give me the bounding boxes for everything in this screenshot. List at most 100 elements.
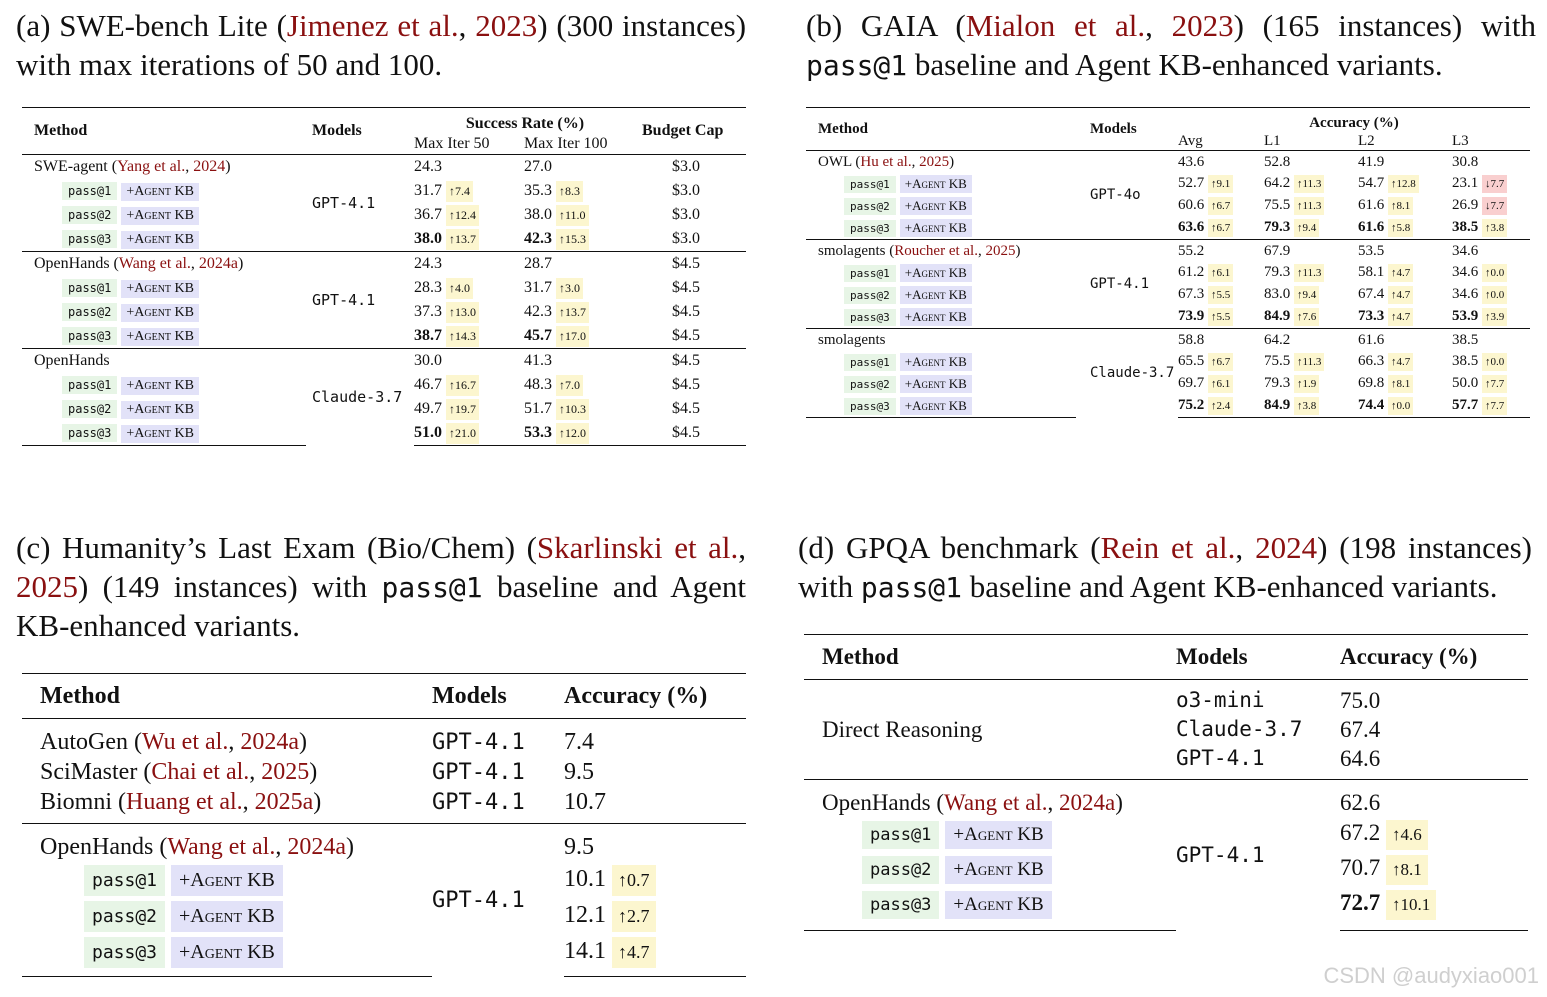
table-row: pass@1 +Agent KB 52.7 ↑9.1 64.2 ↑11.3 54.7 ↑…: [806, 173, 1530, 195]
score-value: 30.8: [1452, 153, 1479, 170]
citation-year-link[interactable]: 2025: [985, 242, 1016, 259]
citation-year-link[interactable]: 2023: [1171, 8, 1234, 43]
pass-label: pass@1: [84, 864, 166, 896]
score-value: 35.3: [524, 181, 552, 199]
score-value: 31.7: [524, 278, 552, 296]
delta-badge: ↑14.3: [446, 325, 479, 347]
citation-link[interactable]: Mialon et al.: [965, 8, 1146, 43]
delta-badge: ↑6.7: [1208, 197, 1234, 216]
score-value: 38.5: [1452, 331, 1479, 348]
citation-link[interactable]: Wang et al.: [167, 833, 276, 860]
score-value: 34.6: [1452, 242, 1479, 259]
table-row: pass@1 +Agent KB 10.1 ↑0.7: [22, 862, 746, 898]
citation-year-link[interactable]: 2025a: [254, 788, 314, 815]
agent-kb-label: +Agent KB: [899, 308, 972, 327]
citation-link[interactable]: Skarlinski et al.: [536, 530, 739, 565]
header-l2: L2: [1358, 132, 1375, 149]
citation-year-link[interactable]: 2024a: [287, 833, 346, 860]
citation-link[interactable]: Jimenez et al.: [286, 8, 459, 43]
citation-link[interactable]: Huang et al.: [126, 788, 243, 815]
delta-badge: ↑9.4: [1294, 219, 1320, 238]
delta-badge: ↑12.0: [556, 422, 589, 444]
table-row: pass@3 +Agent KB 51.0 ↑21.0 53.3 ↑12.0 $4.5: [22, 421, 746, 447]
method-name: SciMaster: [40, 758, 138, 785]
delta-badge: ↑0.0: [1388, 397, 1414, 416]
score-value: 73.9: [1178, 308, 1205, 325]
score-value: 79.3: [1264, 219, 1291, 236]
citation-year-link[interactable]: 2025: [261, 758, 310, 785]
score-value: 41.9: [1358, 153, 1385, 170]
header-max-iter-50: Max Iter 50: [414, 135, 490, 153]
table-row: SciMaster (Chai et al., 2025) GPT-4.1 9.5: [40, 758, 594, 786]
method-name: OpenHands: [40, 833, 154, 860]
citation-link[interactable]: Wu et al.: [141, 728, 229, 755]
delta-badge: ↑3.8: [1482, 219, 1508, 238]
table-row: pass@3 +Agent KB 75.2 ↑2.4 84.9 ↑3.8 74.4 ↑0…: [806, 395, 1530, 419]
delta-badge: ↓7.7: [1482, 197, 1508, 216]
citation-link[interactable]: Rein et al.: [1100, 530, 1236, 565]
citation-year-link[interactable]: 2024: [193, 158, 226, 176]
citation-year-link[interactable]: 2023: [475, 8, 538, 43]
delta-badge: ↑5.5: [1208, 286, 1234, 305]
table-row: OpenHands (Wang et al., 2024a) GPT-4.1 9.5: [22, 823, 746, 977]
method-name: OpenHands: [822, 789, 931, 815]
delta-badge: ↑21.0: [446, 422, 479, 444]
pass-label: pass@1: [844, 354, 896, 372]
accuracy-value: 67.2: [1340, 819, 1381, 845]
citation-year-link[interactable]: 2024: [1255, 530, 1318, 565]
accuracy-value: 75.0: [1340, 687, 1381, 713]
pass-label: pass@3: [84, 936, 166, 968]
accuracy-value: 10.7: [564, 788, 606, 815]
score-value: 69.7: [1178, 375, 1205, 392]
citation-link[interactable]: Chai et al.: [151, 758, 250, 785]
citation-year-link[interactable]: 2024a: [1059, 789, 1116, 815]
delta-badge: ↑11.3: [1294, 264, 1325, 283]
citation-year-link[interactable]: 2025: [919, 153, 950, 170]
score-value: 58.8: [1178, 331, 1205, 348]
method-name: smolagents: [818, 242, 886, 259]
score-value: 84.9: [1264, 397, 1291, 414]
agent-kb-label: +Agent KB: [945, 891, 1052, 920]
panel-b-caption: (b) GAIA (Mialon et al., 2023) (165 inst…: [806, 8, 1537, 83]
citation-link[interactable]: Wang et al.: [118, 255, 191, 273]
score-value: 55.2: [1178, 242, 1205, 259]
citation-link[interactable]: Wang et al.: [944, 789, 1048, 815]
score-value: 49.7: [414, 399, 442, 417]
delta-badge: ↑0.0: [1482, 353, 1508, 372]
agent-kb-label: +Agent KB: [121, 230, 199, 249]
budget-value: $4.5: [672, 424, 700, 442]
score-value: 83.0: [1264, 286, 1291, 303]
citation-year-link[interactable]: 2025: [16, 569, 78, 605]
model-name: GPT-4.1: [1176, 746, 1265, 771]
pass-label: pass@1: [62, 375, 118, 394]
agent-kb-label: +Agent KB: [121, 303, 199, 322]
pass-label: pass@3: [62, 326, 118, 345]
score-value: 26.9: [1452, 197, 1479, 214]
delta-badge: ↑6.7: [1208, 353, 1234, 372]
delta-badge: ↑13.7: [556, 301, 589, 323]
citation-year-link[interactable]: 2024a: [240, 728, 299, 755]
model-name: Claude-3.7: [1076, 328, 1178, 418]
pass-label: pass@3: [844, 220, 896, 238]
table-row: pass@2 +Agent KB 49.7 ↑19.7 51.7 ↑10.3 $4.5: [22, 397, 746, 421]
budget-value: $3.0: [672, 230, 700, 248]
delta-badge: ↑12.4: [446, 204, 479, 226]
table-row: pass@1 +Agent KB 65.5 ↑6.7 75.5 ↑11.3 66.3 ↑…: [806, 351, 1530, 373]
accuracy-value: 9.5: [564, 758, 594, 785]
panel-d-caption: (d) GPQA benchmark (Rein et al., 2024) (…: [798, 530, 1532, 605]
delta-badge: ↑4.6: [1386, 819, 1428, 850]
pass-label: pass@2: [844, 198, 896, 216]
model-name: GPT-4.1: [306, 251, 414, 349]
score-value: 54.7: [1358, 175, 1385, 192]
model-name: GPT-4.1: [306, 154, 414, 252]
agent-kb-label: +Agent KB: [899, 175, 972, 194]
method-name: OpenHands: [34, 255, 110, 273]
citation-link[interactable]: Yang et al.: [117, 158, 186, 176]
citation-link[interactable]: Roucher et al.: [894, 242, 978, 259]
citation-year-link[interactable]: 2024a: [198, 255, 238, 273]
table-row: pass@3 +Agent KB 38.0 ↑13.7 42.3 ↑15.3 $3.0: [22, 227, 746, 252]
citation-link[interactable]: Hu et al.: [860, 153, 912, 170]
model-name: GPT-4.1: [432, 730, 525, 756]
header-method: Method: [22, 107, 306, 155]
accuracy-value: 62.6: [1340, 789, 1381, 815]
